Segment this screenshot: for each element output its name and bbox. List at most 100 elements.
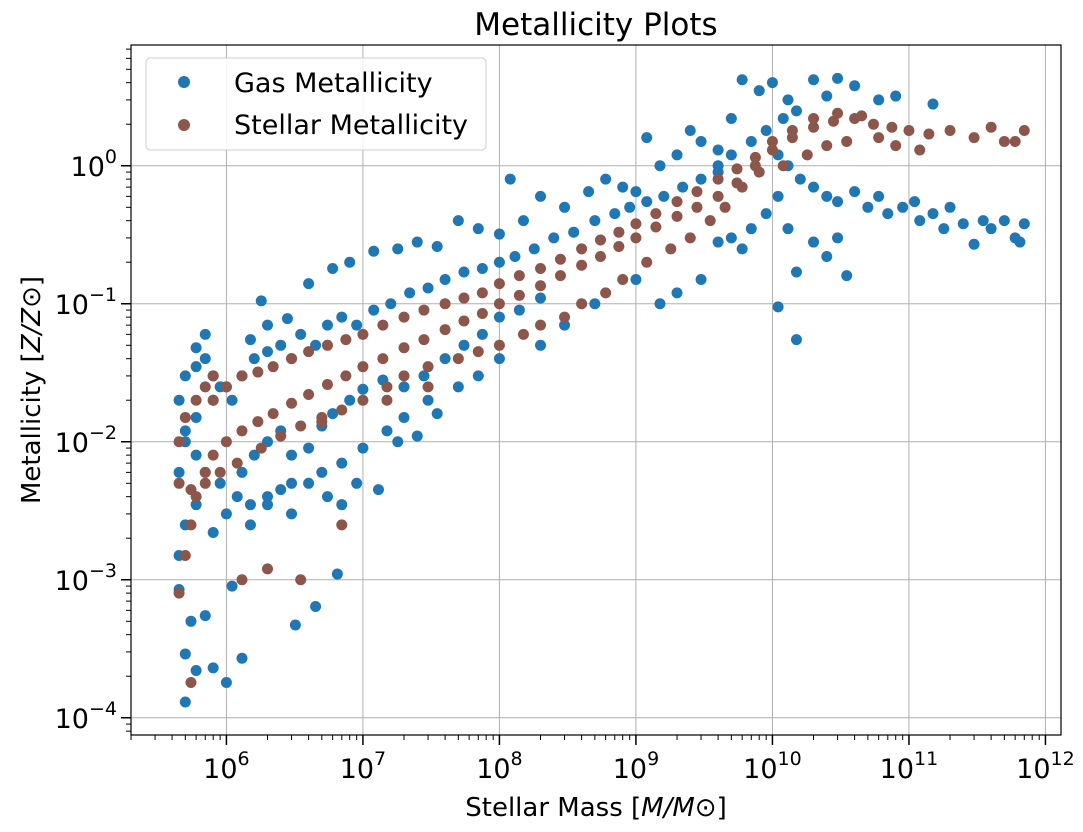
gas-metallicity-point bbox=[968, 238, 980, 250]
gas-metallicity-point bbox=[357, 383, 369, 395]
y-tick-label: 100 bbox=[71, 146, 117, 183]
gas-metallicity-point bbox=[255, 295, 267, 307]
stellar-metallicity-point bbox=[554, 253, 566, 265]
gas-metallicity-point bbox=[236, 652, 248, 664]
axis-title-text: Metallicity [ bbox=[17, 352, 47, 504]
gas-metallicity-point bbox=[248, 449, 260, 461]
stellar-metallicity-point bbox=[641, 256, 653, 268]
stellar-metallicity-point bbox=[252, 366, 264, 378]
stellar-metallicity-point bbox=[691, 201, 703, 213]
stellar-metallicity-point bbox=[321, 378, 333, 390]
gas-metallicity-point bbox=[431, 240, 443, 252]
gas-metallicity-point bbox=[179, 696, 191, 708]
stellar-metallicity-point bbox=[630, 232, 642, 244]
gas-metallicity-point bbox=[782, 94, 794, 106]
gas-metallicity-point bbox=[372, 484, 384, 496]
stellar-metallicity-point bbox=[731, 163, 743, 175]
gas-metallicity-point bbox=[849, 80, 861, 92]
gas-metallicity-point bbox=[772, 301, 784, 313]
gas-metallicity-point bbox=[509, 251, 521, 262]
x-tick-label-exponent: 8 bbox=[511, 748, 523, 770]
y-tick-label-base: 10 bbox=[55, 290, 89, 321]
gas-metallicity-point bbox=[535, 339, 547, 351]
stellar-metallicity-point bbox=[777, 160, 789, 172]
gas-metallicity-point bbox=[782, 223, 794, 235]
gas-metallicity-point bbox=[938, 223, 950, 235]
stellar-metallicity-point bbox=[968, 132, 980, 144]
gas-metallicity-point bbox=[624, 201, 636, 213]
gas-metallicity-point bbox=[418, 370, 430, 382]
y-tick-label-exponent: −2 bbox=[89, 422, 117, 444]
gas-metallicity-point bbox=[873, 190, 885, 202]
stellar-metallicity-point bbox=[422, 361, 434, 373]
stellar-metallicity-point bbox=[613, 240, 625, 252]
gas-metallicity-point bbox=[600, 173, 612, 185]
stellar-metallicity-point bbox=[903, 125, 915, 137]
stellar-metallicity-point bbox=[220, 436, 232, 448]
stellar-metallicity-point bbox=[252, 416, 264, 428]
gas-metallicity-point bbox=[528, 243, 540, 255]
gas-metallicity-point bbox=[914, 215, 926, 227]
gas-metallicity-point bbox=[832, 232, 844, 244]
gas-metallicity-point bbox=[321, 319, 333, 331]
x-tick-label-base: 10 bbox=[743, 754, 777, 785]
gas-metallicity-point bbox=[583, 186, 595, 198]
x-tick-label-base: 10 bbox=[1016, 754, 1050, 785]
gas-metallicity-point bbox=[712, 144, 724, 156]
gas-metallicity-point bbox=[295, 328, 307, 340]
stellar-metallicity-point bbox=[422, 381, 434, 393]
x-tick-label: 109 bbox=[613, 748, 659, 785]
gas-metallicity-point bbox=[841, 270, 853, 282]
stellar-metallicity-point bbox=[766, 135, 778, 147]
gas-metallicity-point bbox=[351, 477, 363, 489]
stellar-metallicity-point bbox=[336, 519, 348, 531]
stellar-metallicity-point bbox=[736, 181, 748, 193]
y-tick-label-base: 10 bbox=[55, 566, 89, 597]
gas-metallicity-point bbox=[207, 662, 219, 674]
gas-metallicity-point bbox=[199, 328, 211, 340]
stellar-metallicity-point bbox=[890, 140, 902, 152]
stellar-metallicity-point bbox=[476, 308, 488, 319]
gas-metallicity-point bbox=[303, 278, 315, 290]
stellar-metallicity-point bbox=[821, 140, 833, 152]
gas-metallicity-point bbox=[248, 353, 260, 365]
gas-metallicity-point bbox=[985, 223, 997, 235]
gas-metallicity-point bbox=[336, 457, 348, 469]
gas-metallicity-point bbox=[190, 361, 202, 373]
stellar-metallicity-point bbox=[719, 201, 731, 213]
stellar-metallicity-point bbox=[185, 484, 197, 496]
legend-label-stellar: Stellar Metallicity bbox=[234, 110, 468, 141]
gas-metallicity-point bbox=[190, 665, 202, 676]
stellar-metallicity-point bbox=[231, 457, 243, 469]
gas-metallicity-point bbox=[321, 491, 333, 503]
gas-metallicity-point bbox=[695, 273, 707, 285]
gas-metallicity-point bbox=[231, 491, 243, 503]
gas-metallicity-point bbox=[281, 313, 293, 325]
stellar-metallicity-point bbox=[295, 574, 307, 586]
stellar-metallicity-point bbox=[220, 381, 232, 393]
gas-metallicity-point bbox=[357, 442, 369, 454]
stellar-metallicity-point bbox=[576, 259, 588, 271]
gas-metallicity-point bbox=[244, 519, 256, 531]
stellar-metallicity-point bbox=[559, 311, 571, 323]
x-tick-label-base: 10 bbox=[880, 754, 914, 785]
stellar-metallicity-point bbox=[535, 263, 547, 275]
stellar-metallicity-point bbox=[684, 232, 696, 244]
stellar-metallicity-point bbox=[671, 210, 683, 222]
gas-metallicity-point bbox=[199, 610, 211, 622]
y-tick-label-exponent: 0 bbox=[105, 146, 117, 168]
gas-metallicity-point bbox=[179, 425, 191, 437]
stellar-metallicity-point bbox=[398, 311, 410, 323]
stellar-metallicity-point bbox=[173, 436, 185, 448]
gas-metallicity-point bbox=[262, 319, 274, 331]
stellar-metallicity-point bbox=[190, 394, 202, 406]
stellar-metallicity-point bbox=[576, 298, 588, 310]
stellar-metallicity-point bbox=[439, 298, 451, 310]
gas-metallicity-point bbox=[568, 226, 580, 238]
stellar-metallicity-point bbox=[418, 304, 430, 316]
stellar-metallicity-point bbox=[600, 287, 612, 299]
gas-metallicity-point bbox=[398, 411, 410, 423]
gas-metallicity-point bbox=[736, 74, 748, 86]
gas-metallicity-point bbox=[548, 232, 560, 244]
